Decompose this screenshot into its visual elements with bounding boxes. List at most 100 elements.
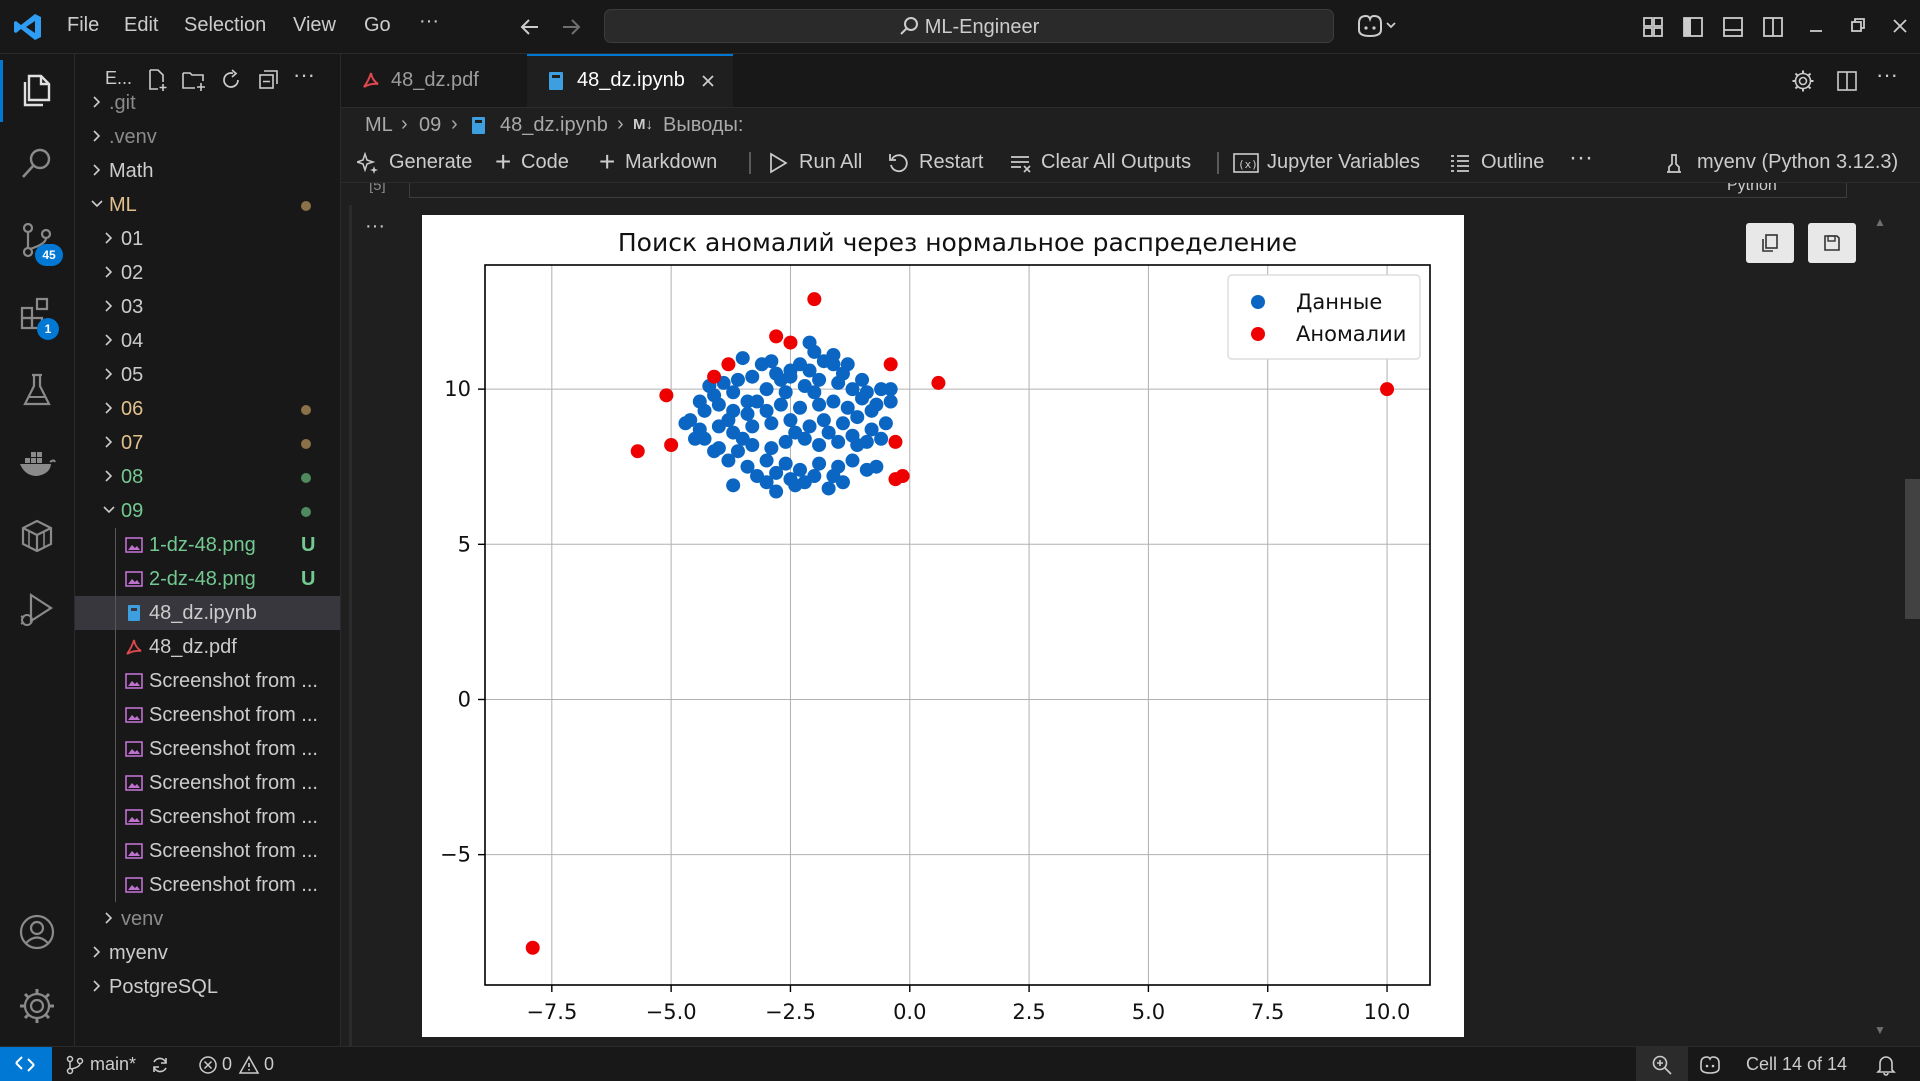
tree-item[interactable]: 08 (75, 460, 340, 494)
tree-item[interactable]: ML (75, 188, 340, 222)
tree-item[interactable]: Screenshot from ... (75, 868, 340, 902)
tree-item[interactable]: 03 (75, 290, 340, 324)
search-view-icon[interactable] (17, 144, 57, 184)
toggle-primary-sidebar-icon[interactable] (1682, 16, 1704, 38)
tree-item[interactable]: 09 (75, 494, 340, 528)
copy-output-button[interactable] (1746, 223, 1794, 263)
breadcrumb-section[interactable]: Выводы: (663, 114, 744, 136)
tree-item[interactable]: Screenshot from ... (75, 664, 340, 698)
breadcrumb-09[interactable]: 09 (419, 114, 442, 136)
tree-item-label: Screenshot from ... (149, 806, 318, 828)
menu-view[interactable]: View (293, 14, 336, 36)
tree-item[interactable]: Screenshot from ... (75, 732, 340, 766)
toolbar-more-icon[interactable]: ··· (1569, 144, 1593, 171)
outline-button[interactable]: Outline (1481, 151, 1545, 173)
save-output-button[interactable] (1808, 223, 1856, 263)
notifications-bell-icon[interactable] (1876, 1054, 1896, 1076)
account-icon[interactable] (17, 912, 57, 952)
source-control-icon[interactable] (17, 220, 57, 260)
error-count[interactable]: 0 (222, 1054, 233, 1074)
data-point (826, 348, 841, 362)
split-editor-icon[interactable] (1835, 69, 1859, 93)
menu-go[interactable]: Go (364, 14, 391, 36)
copilot-status-icon[interactable] (1698, 1055, 1722, 1075)
tree-item[interactable]: venv (75, 902, 340, 936)
output-more-icon[interactable]: ··· (365, 215, 385, 237)
tree-item[interactable]: 02 (75, 256, 340, 290)
kernel-picker[interactable]: myenv (Python 3.12.3) (1697, 151, 1899, 173)
settings-gear-icon[interactable] (17, 986, 57, 1026)
zoom-status[interactable] (1636, 1047, 1688, 1081)
toggle-secondary-sidebar-icon[interactable] (1762, 16, 1784, 38)
menu-more-icon[interactable]: ··· (419, 10, 439, 32)
sync-icon[interactable] (150, 1055, 170, 1075)
tree-item[interactable]: myenv (75, 936, 340, 970)
tree-item[interactable]: 2-dz-48.png U (75, 562, 340, 596)
scrollbar-thumb[interactable] (1905, 479, 1920, 619)
image-file-icon (125, 775, 143, 791)
tree-item[interactable]: Screenshot from ... (75, 800, 340, 834)
explorer-icon[interactable] (17, 70, 57, 110)
close-window-icon[interactable] (1890, 16, 1910, 36)
run-debug-icon[interactable] (17, 590, 57, 630)
warning-count[interactable]: 0 (264, 1054, 275, 1074)
menu-file[interactable]: File (67, 14, 100, 36)
tree-item[interactable]: Math (75, 154, 340, 188)
docker-icon[interactable] (17, 444, 57, 484)
run-all-button[interactable]: Run All (799, 151, 863, 173)
clear-all-outputs-button[interactable]: Clear All Outputs (1041, 151, 1192, 173)
menu-edit[interactable]: Edit (124, 14, 159, 36)
tree-item[interactable]: 05 (75, 358, 340, 392)
minimize-icon[interactable] (1806, 17, 1826, 37)
jupyter-variables-button[interactable]: Jupyter Variables (1267, 151, 1421, 173)
new-file-icon[interactable] (145, 68, 169, 92)
add-code-cell-button[interactable]: Code (521, 151, 569, 173)
breadcrumb-ml[interactable]: ML (365, 114, 393, 136)
scroll-up-icon[interactable]: ▲ (1874, 215, 1886, 229)
add-markdown-cell-button[interactable]: Markdown (625, 151, 718, 173)
editor-more-icon[interactable]: ··· (1876, 62, 1898, 87)
restart-kernel-button[interactable]: Restart (919, 151, 984, 173)
tree-item[interactable]: 04 (75, 324, 340, 358)
tab-notebook-active[interactable]: 48_dz.ipynb (527, 54, 733, 107)
explorer-more-icon[interactable]: ··· (293, 62, 315, 87)
restore-icon[interactable] (1848, 15, 1868, 35)
tree-item[interactable]: 01 (75, 222, 340, 256)
cell-position[interactable]: Cell 14 of 14 (1746, 1054, 1848, 1074)
command-center-search[interactable]: ML-Engineer (604, 9, 1334, 43)
back-arrow-icon[interactable] (518, 15, 542, 39)
data-point (850, 410, 865, 425)
tree-item[interactable]: Screenshot from ... (75, 698, 340, 732)
close-tab-icon[interactable] (699, 72, 717, 90)
new-folder-icon[interactable] (181, 68, 207, 92)
toggle-panel-icon[interactable] (1722, 16, 1744, 38)
scroll-down-icon[interactable]: ▼ (1874, 1023, 1886, 1037)
refresh-icon[interactable] (219, 68, 243, 92)
tree-item[interactable]: 1-dz-48.png U (75, 528, 340, 562)
tree-item[interactable]: Screenshot from ... (75, 834, 340, 868)
cell-language-label[interactable]: Python (1727, 183, 1777, 194)
remote-indicator[interactable] (0, 1047, 52, 1081)
container-box-icon[interactable] (17, 516, 57, 556)
tree-item[interactable]: 06 (75, 392, 340, 426)
data-point (759, 382, 774, 397)
tree-item[interactable]: .venv (75, 120, 340, 154)
collapse-all-icon[interactable] (257, 68, 281, 92)
generate-button[interactable]: Generate (389, 151, 473, 173)
notebook-settings-gear-icon[interactable] (1791, 69, 1815, 93)
tree-item[interactable]: 48_dz.ipynb (75, 596, 340, 630)
tree-item[interactable]: PostgreSQL (75, 970, 340, 1004)
copilot-icon[interactable] (1355, 13, 1397, 39)
breadcrumb-file[interactable]: 48_dz.ipynb (500, 114, 608, 136)
menu-selection[interactable]: Selection (184, 14, 267, 36)
customize-layout-icon[interactable] (1642, 16, 1664, 38)
tree-item[interactable]: 48_dz.pdf (75, 630, 340, 664)
git-branch[interactable]: main* (90, 1054, 137, 1074)
testing-flask-icon[interactable] (17, 370, 57, 410)
tree-item[interactable]: .git (75, 86, 340, 120)
tab-pdf[interactable]: 48_dz.pdf (341, 54, 526, 107)
sparkle-icon (357, 152, 378, 174)
tree-item[interactable]: 07 (75, 426, 340, 460)
tree-item[interactable]: Screenshot from ... (75, 766, 340, 800)
forward-arrow-icon[interactable] (559, 15, 583, 39)
